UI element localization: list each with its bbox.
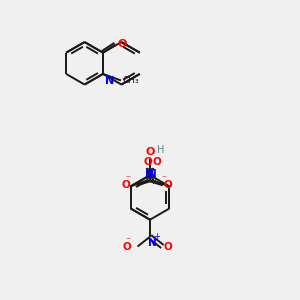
Text: +: + (151, 177, 158, 186)
Text: O: O (143, 157, 152, 167)
Text: +: + (153, 232, 160, 241)
Text: N: N (148, 169, 157, 179)
Text: O: O (117, 40, 126, 50)
Text: H: H (157, 145, 165, 155)
Text: ⁻: ⁻ (125, 174, 131, 184)
Text: N: N (148, 238, 157, 248)
Text: O: O (164, 180, 172, 190)
Text: +: + (150, 177, 157, 186)
Text: O: O (122, 180, 131, 190)
Text: O: O (152, 157, 161, 167)
Text: CH₃: CH₃ (122, 76, 139, 85)
Text: ⁻: ⁻ (161, 174, 166, 184)
Text: O: O (145, 147, 155, 157)
Text: O: O (164, 242, 172, 252)
Text: N: N (146, 169, 154, 179)
Text: O: O (123, 242, 132, 252)
Text: N: N (105, 76, 114, 85)
Text: ⁻: ⁻ (125, 237, 130, 247)
